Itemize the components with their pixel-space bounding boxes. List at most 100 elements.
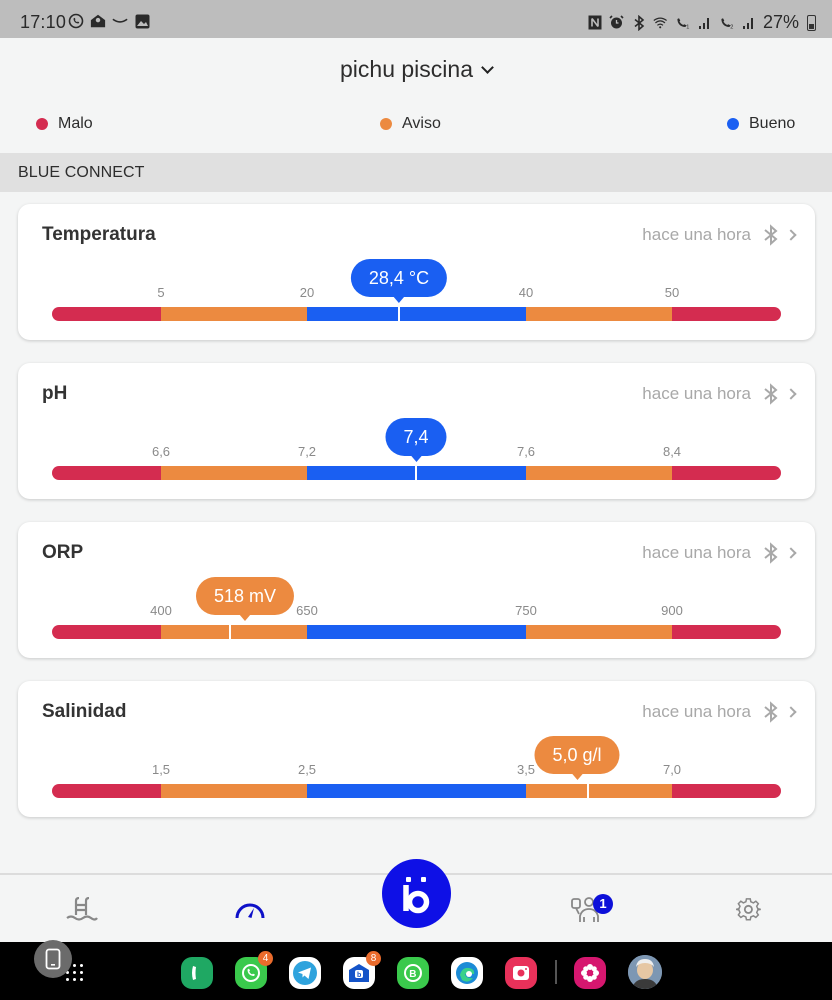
range-bar (52, 307, 781, 321)
measurement-card-ph[interactable]: pH hace una hora 6,6 7,2 7,6 8,4 7,4 (18, 363, 815, 499)
value-bubble: 28,4 °C (350, 259, 448, 297)
measurement-card-temperature[interactable]: Temperatura hace una hora 5 20 40 50 28,… (18, 204, 815, 340)
nfc-icon (587, 15, 603, 31)
blue-connect-logo (402, 876, 429, 913)
notification-badge: 4 (258, 951, 273, 966)
blue-connect-logo-button[interactable] (382, 859, 451, 928)
tick-label: 20 (299, 285, 315, 300)
range-bar (52, 625, 781, 639)
card-title: pH (42, 383, 68, 404)
notification-badge: 8 (366, 951, 381, 966)
measurement-card-salinity[interactable]: Salinidad hace una hora 1,5 2,5 3,5 7,0 … (18, 681, 815, 817)
tick-label: 40 (518, 285, 534, 300)
system-icons: 1 2 27% (587, 12, 816, 33)
tick-label: 7,2 (297, 444, 317, 459)
phone-device-icon (45, 948, 61, 970)
tick-label: 8,4 (662, 444, 682, 459)
legend-label: Aviso (402, 115, 441, 132)
good-dot-icon (727, 118, 739, 130)
tick-label: 1,5 (151, 762, 171, 777)
nav-settings[interactable] (729, 893, 769, 927)
taskbar-app-whatsapp[interactable]: 4 (235, 951, 273, 989)
taskbar-app-telegram[interactable] (289, 957, 321, 989)
value-marker (587, 781, 589, 799)
alarm-icon (609, 15, 625, 31)
taskbar-app-contact-avatar[interactable] (628, 955, 662, 989)
nav-community[interactable] (566, 893, 606, 927)
pool-name: pichu piscina (340, 56, 473, 82)
edge-browser-icon (456, 962, 478, 984)
value-bubble: 518 mV (195, 577, 295, 615)
tick-label: 7,6 (516, 444, 536, 459)
warning-dot-icon (380, 118, 392, 130)
taskbar-app-whatsapp-business[interactable]: B (397, 957, 429, 989)
nav-dashboard[interactable] (230, 893, 270, 927)
mail-icon (90, 13, 106, 29)
svg-text:1: 1 (686, 24, 689, 30)
whatsapp-icon (68, 13, 84, 29)
card-title: Salinidad (42, 701, 127, 722)
bluetooth-icon (764, 383, 778, 405)
signal-2-icon (741, 15, 757, 31)
signal-1-icon (697, 15, 713, 31)
card-meta: hace una hora (642, 224, 797, 246)
status-time: 17:10 (20, 12, 67, 32)
bluetooth-icon (764, 224, 778, 246)
range-bar (52, 466, 781, 480)
battery-icon (807, 14, 816, 31)
flower-icon (581, 964, 599, 982)
settings-icon (736, 898, 761, 921)
last-updated: hace una hora (642, 384, 751, 403)
card-meta: hace una hora (642, 383, 797, 405)
legend-label: Bueno (749, 115, 796, 132)
bluetooth-icon (764, 701, 778, 723)
wifi-call-2-icon: 2 (719, 15, 735, 31)
nav-pool[interactable] (62, 893, 102, 927)
taskbar-app-phone[interactable] (181, 957, 213, 989)
wifi-icon (653, 15, 669, 31)
chevron-right-icon (785, 388, 797, 400)
section-title: BLUE CONNECT (18, 164, 145, 181)
amazon-icon (112, 13, 128, 29)
card-title: ORP (42, 542, 84, 563)
section-header: BLUE CONNECT (0, 153, 832, 192)
chevron-down-icon (481, 61, 494, 74)
camera-icon (513, 966, 529, 980)
status-bar: 17:10 1 2 (0, 0, 832, 38)
card-title: Temperatura (42, 224, 156, 245)
card-meta: hace una hora (642, 542, 797, 564)
phone-toggle-button[interactable] (34, 940, 72, 978)
svg-text:B: B (409, 969, 416, 980)
chevron-right-icon (785, 547, 797, 559)
value-bubble: 7,4 (385, 418, 447, 456)
tick-label: 5 (157, 285, 165, 300)
value-marker (415, 463, 417, 481)
tick-label: 750 (515, 603, 537, 618)
tick-label: 7,0 (662, 762, 682, 777)
tick-label: 3,5 (516, 762, 536, 777)
bluemail-icon: b (349, 964, 369, 982)
taskbar-app-edge[interactable] (451, 957, 483, 989)
telegram-icon (293, 961, 317, 985)
measurement-card-orp[interactable]: ORP hace una hora 400 650 750 900 518 mV (18, 522, 815, 658)
svg-text:b: b (357, 972, 361, 979)
value-marker (398, 304, 400, 322)
last-updated: hace una hora (642, 702, 751, 721)
pool-selector[interactable]: pichu piscina (0, 56, 832, 83)
phone-icon (192, 966, 196, 980)
bluetooth-icon (631, 14, 647, 31)
taskbar-app-screen-recorder[interactable] (505, 957, 537, 989)
battery-percent: 27% (762, 12, 799, 32)
notification-icons (68, 13, 150, 29)
bad-dot-icon (36, 118, 48, 130)
legend-label: Malo (58, 115, 93, 132)
taskbar-app-bluemail[interactable]: b 8 (343, 951, 381, 989)
svg-text:2: 2 (730, 24, 733, 30)
tick-label: 6,6 (151, 444, 171, 459)
community-icon (571, 897, 599, 922)
legend-item-good: Bueno (727, 115, 795, 133)
bluetooth-icon (764, 542, 778, 564)
taskbar-app-flower[interactable] (574, 957, 606, 989)
dashboard-gauge-icon (235, 903, 265, 919)
chevron-right-icon (785, 706, 797, 718)
